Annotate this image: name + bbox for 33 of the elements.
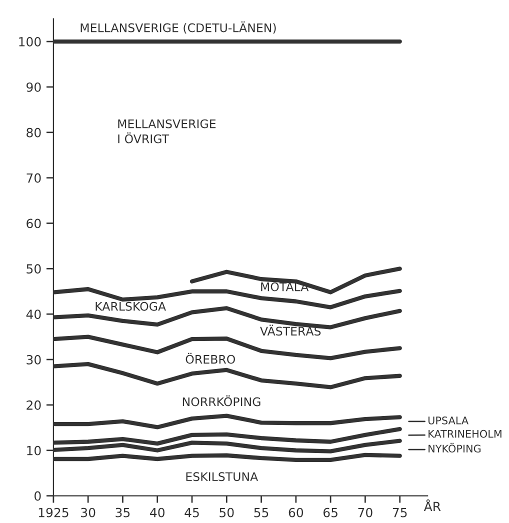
x-tick-label: 65 [323,508,338,518]
x-tick-label: 1925 [38,508,68,518]
annotation: ESKILSTUNA [186,472,258,482]
y-tick-label: 40 [26,310,41,320]
y-tick-label: 50 [26,264,41,274]
annotation: ÖREBRO [186,352,236,364]
y-tick-label: 70 [26,173,41,183]
y-tick-label: 100 [19,37,41,46]
y-tick-label: 0 [34,491,41,501]
text: KATRINEHOLM [428,430,502,438]
annotation: MELLANSVERIGE (CDETU-LÄNEN) [80,21,276,34]
x-tick-label: 55 [254,508,268,518]
x-axis-title: ÅR [424,499,441,512]
line-series [190,266,402,294]
text: UPSALA [428,416,468,424]
annotation: MELLANSVERIGE I ÖVRIGT [118,119,216,144]
y-tick-label: 90 [26,82,41,92]
y-tick-label: 60 [26,218,41,228]
x-tick-label: 30 [81,508,96,518]
annotation: NORRKÖPING [182,395,260,406]
y-tick-label: 10 [27,446,41,456]
x-tick-label: 75 [392,508,407,518]
annotation: KARLSKOGA [96,302,166,311]
y-tick-label: 20 [26,400,41,410]
x-tick-label: 45 [184,508,199,518]
y-tick-label: 80 [26,128,41,138]
x-tick-label: 70 [358,508,372,518]
x-tick-label: 60 [288,508,304,518]
text: NYKÖPING [428,442,481,453]
x-tick-label: 50 [220,508,234,518]
y-tick-label: 30 [26,354,41,364]
x-tick-label: 35 [116,508,130,518]
x-tick-label: 40 [150,508,164,518]
